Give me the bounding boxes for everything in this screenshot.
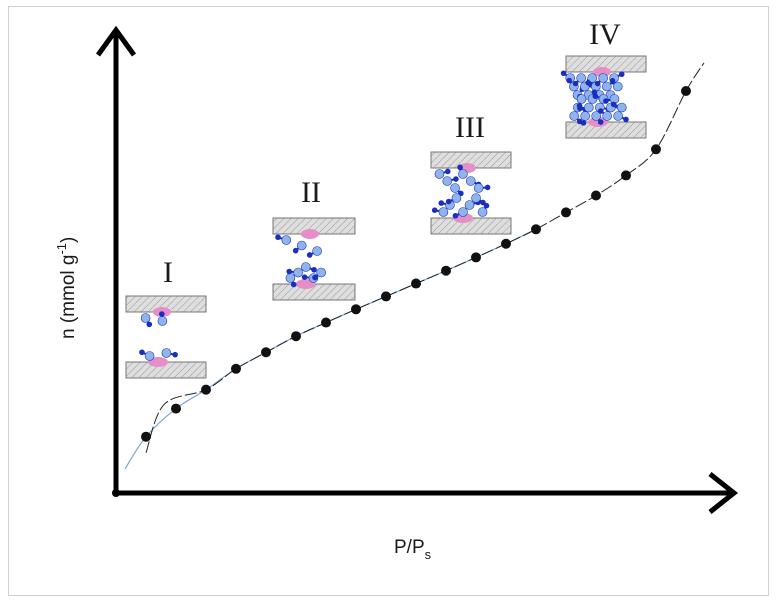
- data-point: [141, 431, 151, 442]
- stage-3-illustration: III: [430, 111, 512, 235]
- y-axis-label-sup: -1: [54, 243, 69, 255]
- data-point: [471, 252, 481, 263]
- adsorbed-molecules: [560, 70, 629, 126]
- data-point: [261, 347, 271, 358]
- data-points: [141, 86, 691, 442]
- x-axis-arrow: [708, 472, 739, 514]
- data-point: [411, 278, 421, 289]
- data-point: [381, 291, 391, 302]
- y-axis-label-main: n (mmol g: [58, 255, 79, 339]
- fit-curve-blue: [124, 228, 537, 470]
- data-point: [621, 170, 631, 181]
- y-axis-label: n (mmol g-1): [54, 237, 79, 339]
- y-axis-label-end: ): [58, 237, 79, 243]
- data-point: [591, 190, 601, 201]
- data-point: [561, 207, 571, 218]
- adsorbed-molecules: [275, 234, 327, 288]
- stage-label: II: [301, 176, 321, 209]
- adsorption-site: [593, 67, 611, 77]
- origin-dot: [112, 489, 120, 497]
- data-point: [681, 86, 691, 96]
- data-point: [351, 304, 361, 315]
- data-point: [291, 331, 301, 342]
- data-point: [321, 317, 331, 328]
- stage-label: IV: [589, 18, 621, 51]
- data-point: [531, 224, 541, 235]
- adsorbed-molecules: [139, 311, 178, 361]
- data-point: [441, 265, 451, 276]
- data-point: [501, 238, 511, 249]
- chart-frame: [8, 6, 769, 596]
- stage-4-illustration: IV: [560, 18, 647, 139]
- x-axis-label-sub: s: [425, 547, 432, 562]
- stage-2-illustration: II: [272, 176, 356, 301]
- adsorbed-molecules: [431, 164, 491, 219]
- stage-label: III: [455, 111, 485, 144]
- data-point: [201, 384, 211, 395]
- fit-curve-dashed: [145, 62, 705, 453]
- adsorption-site: [148, 357, 168, 367]
- adsorption-site: [300, 229, 319, 239]
- x-axis-label-main: P/P: [394, 537, 425, 558]
- x-axis-label: P/Ps: [394, 537, 432, 562]
- y-axis-arrow: [95, 25, 137, 57]
- stage-1-illustration: I: [125, 256, 207, 379]
- stage-label: I: [163, 256, 173, 289]
- data-point: [231, 363, 241, 374]
- data-point: [171, 403, 181, 414]
- data-point: [651, 144, 661, 155]
